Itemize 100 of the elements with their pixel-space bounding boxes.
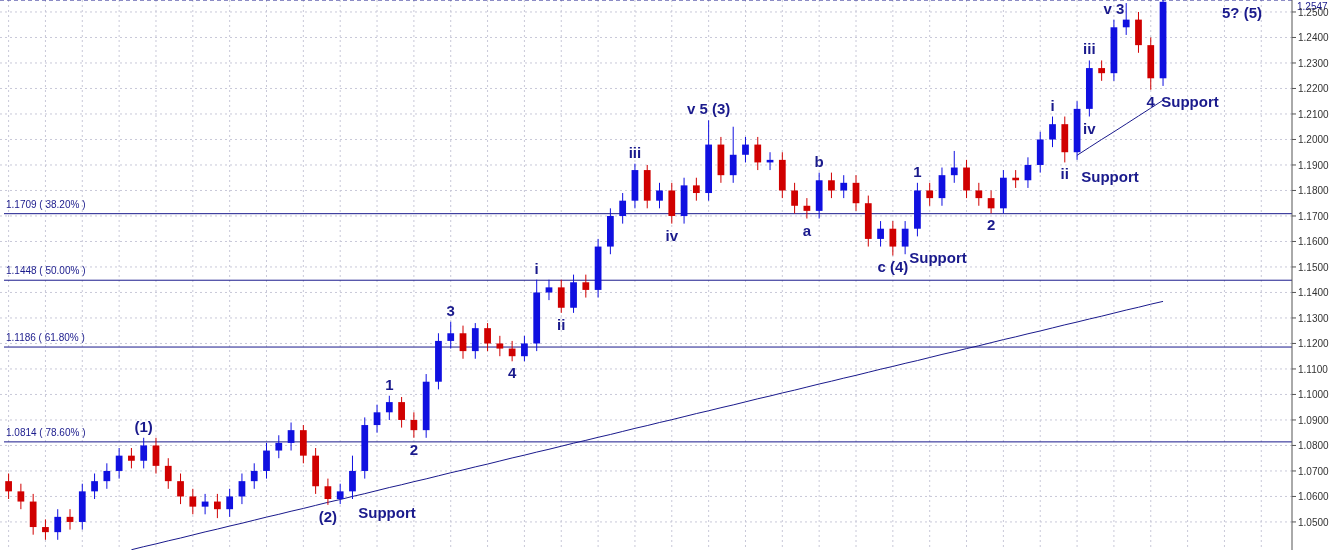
- annotation: iv: [1083, 119, 1097, 137]
- candlestick: [373, 404, 381, 434]
- annotation: i: [534, 259, 539, 277]
- y-tick-label: 1.1800: [1298, 185, 1330, 197]
- annotation: ii: [1060, 165, 1069, 183]
- annotation: a: [802, 221, 812, 239]
- y-tick-label: 1.0700: [1298, 465, 1330, 477]
- candlestick: [214, 493, 221, 519]
- candlestick: [226, 488, 234, 518]
- candlestick: [336, 483, 344, 505]
- candlestick: [729, 126, 737, 184]
- candlestick: [177, 473, 184, 505]
- candlestick: [496, 335, 504, 357]
- candlestick: [471, 322, 479, 360]
- y-tick-label: 1.2000: [1298, 134, 1330, 146]
- y-tick-label: 1.0500: [1298, 516, 1330, 528]
- annotation: i: [1050, 96, 1055, 114]
- ref-line-label: 1.1709 ( 38.20% ): [6, 198, 86, 210]
- candlestick: [385, 395, 393, 421]
- y-tick-label: 1.2200: [1298, 83, 1330, 95]
- candlestick: [287, 422, 295, 452]
- ref-line-label: 1.0814 ( 78.60% ): [6, 426, 86, 438]
- annotation: 1: [385, 375, 394, 393]
- annotation: (2): [318, 507, 338, 525]
- candlestick: [349, 455, 356, 500]
- annotation: 3: [446, 301, 455, 319]
- candlestick: [1122, 2, 1130, 36]
- annotation: (1): [134, 417, 153, 435]
- candlestick: [1098, 59, 1106, 82]
- candlestick: [619, 192, 627, 225]
- candlestick: [926, 182, 934, 207]
- y-tick-label: 1.2300: [1298, 57, 1330, 69]
- text: 5? (5): [1221, 4, 1263, 21]
- candlestick: [557, 279, 565, 314]
- y-tick-label: 1.0900: [1298, 414, 1330, 426]
- candlestick: [901, 220, 909, 255]
- candlestick: [950, 150, 958, 184]
- candlestick: [508, 340, 516, 362]
- candlestick: [128, 447, 135, 469]
- candlestick: [398, 396, 405, 429]
- y-tick-label: 1.1000: [1298, 389, 1330, 401]
- annotation: 4: [507, 364, 517, 382]
- candlestick: [975, 182, 983, 207]
- candlestick: [582, 274, 590, 299]
- annotation: iii: [1083, 40, 1096, 58]
- candlestick: [877, 220, 884, 248]
- candlestick: [484, 322, 491, 352]
- y-tick-label: 1.0800: [1298, 440, 1330, 452]
- annotation: Support: [358, 504, 416, 521]
- y-tick-label: 1.1600: [1298, 236, 1330, 248]
- annotation: Support: [909, 249, 967, 266]
- candlestick: [828, 172, 835, 199]
- candlestick: [447, 321, 455, 350]
- candlestick: [692, 177, 700, 202]
- y-tick-label: 1.2100: [1298, 108, 1330, 120]
- y-tick-label: 1.0600: [1298, 491, 1330, 503]
- y-tick-label: 1.1100: [1298, 363, 1329, 375]
- line-series: [1076, 99, 1164, 156]
- y-tick-label: 1.2400: [1298, 32, 1330, 44]
- candlestick: [250, 462, 258, 490]
- candlestick: [840, 174, 848, 199]
- candlestick: [5, 473, 12, 500]
- annotation: c (4): [877, 258, 909, 276]
- annotation: 4: [1146, 92, 1156, 110]
- candlestick: [275, 434, 283, 459]
- candlestick: [152, 437, 160, 474]
- y-tick-label: 1.1400: [1298, 287, 1330, 299]
- ref-line-label: 1.1186 ( 61.80% ): [6, 332, 85, 344]
- annotation: b: [814, 152, 824, 170]
- annotation: v 5 (3): [686, 100, 731, 118]
- y-tick-label: 1.1500: [1298, 261, 1330, 273]
- candlestick: [324, 478, 332, 506]
- annotation: Support: [1081, 168, 1139, 185]
- ref-line-label: 1.1448 ( 50.00% ): [6, 265, 86, 277]
- candlestick: [140, 437, 148, 469]
- candlestick: [54, 508, 62, 541]
- candlestick: [963, 159, 970, 199]
- annotation: 2: [409, 440, 419, 458]
- y-tick-label: 1.1900: [1298, 159, 1330, 171]
- candlestick: [1049, 116, 1056, 148]
- candlestick: [742, 136, 749, 163]
- candlestick: [889, 220, 897, 256]
- candlestick: [791, 182, 798, 214]
- candlestick: [189, 488, 197, 515]
- annotation: iv: [665, 226, 679, 244]
- annotation: ii: [557, 315, 566, 333]
- candlestick: [521, 335, 528, 362]
- candlestick: [164, 457, 172, 490]
- candlestick: [263, 442, 270, 480]
- candlestick: [103, 462, 111, 490]
- candlestick: [656, 182, 663, 209]
- annotation: 2: [986, 216, 996, 234]
- candlestick: [42, 518, 49, 541]
- y-tick-label: 1.1300: [1298, 312, 1330, 324]
- annotation: 1: [913, 162, 922, 180]
- candlestick: [754, 136, 762, 171]
- candlestick: [91, 473, 98, 500]
- annotation: iii: [628, 143, 642, 161]
- y-tick-label: 1.1700: [1298, 210, 1330, 222]
- candlestick: [115, 447, 123, 480]
